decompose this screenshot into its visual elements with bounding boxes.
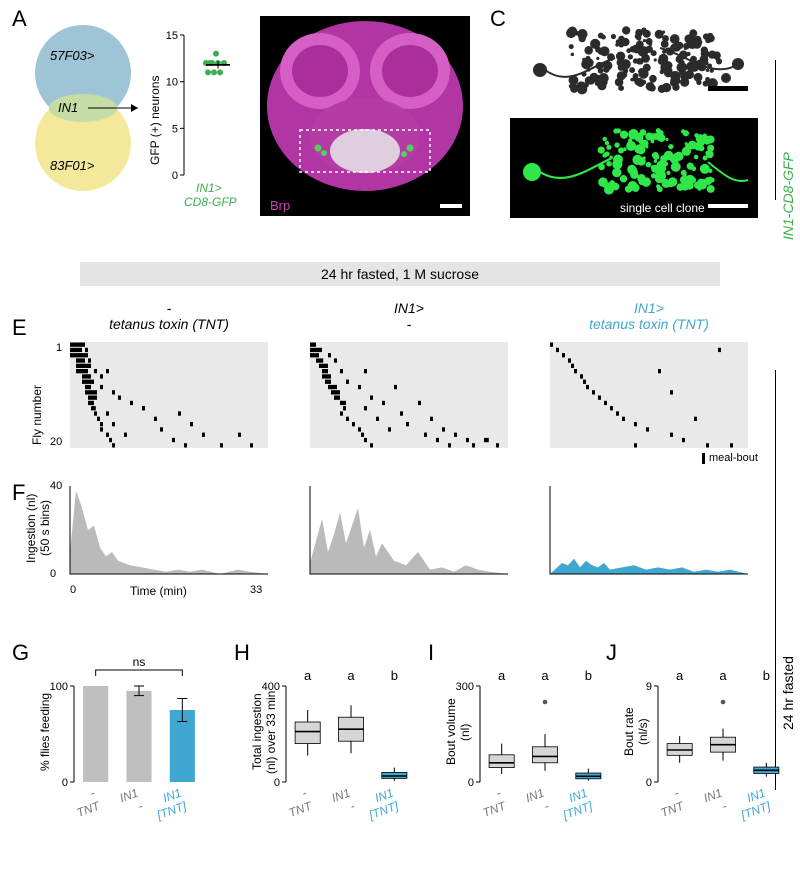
svg-text:10: 10 <box>166 77 178 89</box>
svg-text:TNT: TNT <box>75 798 103 820</box>
svg-text:a: a <box>347 668 355 683</box>
svg-text:[TNT]: [TNT] <box>560 799 595 823</box>
svg-text:-: - <box>348 799 357 814</box>
gfp-scatter-ylabel: GFP (+) neurons <box>148 45 162 165</box>
gfp-scatter: 0 5 10 15 IN1>CD8-GFP <box>166 30 251 210</box>
svg-text:b: b <box>585 668 592 683</box>
time-xlabel: Time (min) <box>130 584 187 598</box>
svg-text:0: 0 <box>468 777 474 789</box>
area-0 <box>70 484 268 580</box>
svg-text:15: 15 <box>166 30 178 42</box>
svg-text:TNT: TNT <box>481 798 509 820</box>
svg-text:a: a <box>541 668 549 683</box>
svg-text:0: 0 <box>172 170 178 182</box>
area-2 <box>550 484 748 580</box>
svg-text:a: a <box>719 668 727 683</box>
svg-text:9: 9 <box>646 681 652 693</box>
raster-ytick-bot: 20 <box>50 436 62 448</box>
svg-text:b: b <box>391 668 398 683</box>
svg-text:57F03>: 57F03> <box>50 48 95 63</box>
svg-text:300: 300 <box>456 681 474 693</box>
svg-text:[TNT]: [TNT] <box>366 799 401 823</box>
panel-c-bottom-image: single cell clone <box>510 118 758 218</box>
panel-c-top-image <box>510 18 758 110</box>
panel-H: 0400aab-TNTIN1-IN1[TNT] <box>256 662 430 862</box>
svg-text:Brp: Brp <box>270 198 290 213</box>
panel-label-a: A <box>12 6 27 32</box>
svg-text:a: a <box>304 668 312 683</box>
col-header-1: IN1>- <box>310 300 508 332</box>
area-ytick-0: 0 <box>50 568 56 580</box>
panel-I: 0300aab-TNTIN1-IN1[TNT] <box>450 662 624 862</box>
svg-text:single cell clone: single cell clone <box>620 201 705 215</box>
svg-text:ns: ns <box>133 655 146 669</box>
area-ytick-40: 40 <box>50 480 62 492</box>
svg-text:-: - <box>542 799 551 814</box>
mealbout-legend: meal-bout <box>702 452 758 464</box>
svg-text:TNT: TNT <box>287 798 315 820</box>
time-xtick-0: 0 <box>70 584 76 596</box>
svg-text:-: - <box>494 786 503 801</box>
raster-2 <box>550 342 748 448</box>
svg-text:a: a <box>498 668 506 683</box>
svg-text:IN1>: IN1> <box>196 181 222 195</box>
condition-band: 24 hr fasted, 1 M sucrose <box>80 262 720 286</box>
svg-text:-: - <box>720 799 729 814</box>
panel-label-c: C <box>490 6 506 32</box>
svg-text:TNT: TNT <box>659 798 687 820</box>
svg-text:-: - <box>300 786 309 801</box>
ingestion-ylabel: Ingestion (nl)(50 s bins) <box>24 478 52 578</box>
right-label-in1: IN1-CD8-GFP <box>780 20 796 240</box>
svg-text:0: 0 <box>62 777 68 789</box>
svg-text:-: - <box>136 799 145 814</box>
svg-text:83F01>: 83F01> <box>50 158 95 173</box>
area-1 <box>310 484 508 580</box>
raster-ytick-top: 1 <box>56 342 62 354</box>
panel-J: 09aab-TNTIN1-IN1[TNT] <box>628 662 800 862</box>
svg-text:CD8-GFP: CD8-GFP <box>184 195 237 209</box>
raster-0 <box>70 342 268 448</box>
raster-1 <box>310 342 508 448</box>
panel-label-h: H <box>234 640 250 666</box>
svg-text:0: 0 <box>646 777 652 789</box>
venn-diagram: 57F03> IN1 83F01> <box>28 18 148 218</box>
svg-text:-: - <box>672 786 681 801</box>
svg-text:400: 400 <box>262 681 280 693</box>
col-header-2: IN1>tetanus toxin (TNT) <box>550 300 748 332</box>
svg-text:0: 0 <box>274 777 280 789</box>
svg-text:[TNT]: [TNT] <box>738 799 773 823</box>
svg-text:5: 5 <box>172 123 178 135</box>
svg-text:a: a <box>676 668 684 683</box>
svg-text:-: - <box>88 786 97 801</box>
col-header-0: -tetanus toxin (TNT) <box>70 300 268 332</box>
svg-text:[TNT]: [TNT] <box>154 799 189 823</box>
svg-text:100: 100 <box>50 681 68 693</box>
svg-text:IN1: IN1 <box>58 100 78 115</box>
brain-image: Brp <box>260 16 470 216</box>
time-xtick-33: 33 <box>250 584 262 596</box>
svg-text:b: b <box>763 668 770 683</box>
raster-ylabel: Fly number <box>30 345 44 445</box>
panel-label-e: E <box>12 315 27 341</box>
panel-G: 0100ns-TNTIN1-IN1[TNT] <box>44 662 218 862</box>
panel-label-g: G <box>12 640 29 666</box>
